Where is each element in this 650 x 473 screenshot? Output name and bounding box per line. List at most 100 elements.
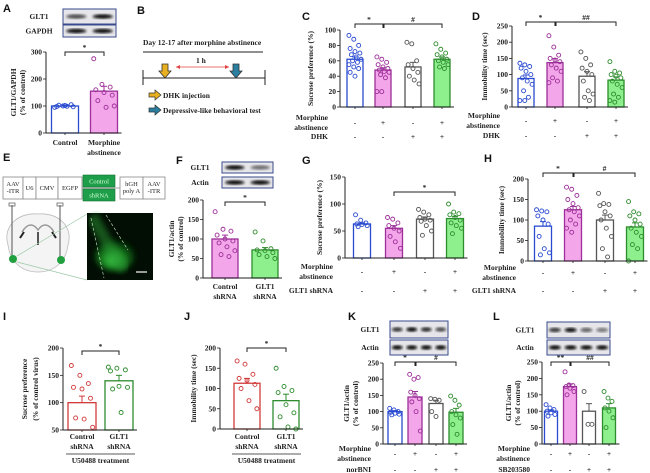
data-point — [418, 218, 424, 224]
data-point — [421, 209, 427, 215]
data-point — [101, 90, 107, 95]
significance-bracket — [525, 21, 556, 26]
category-label: shRNA — [235, 442, 259, 451]
y-tick-label: 150 — [48, 371, 60, 380]
y-tick-label: 200 — [31, 75, 43, 84]
condition-sign: - — [412, 118, 415, 127]
construct-insert-label: Control — [89, 179, 109, 186]
panel-letters: A B C D E F G H I J K L — [3, 3, 500, 323]
data-point — [598, 217, 604, 223]
data-point — [519, 75, 525, 81]
y-tick-label: 50 — [52, 426, 60, 435]
condition-sign: - — [414, 465, 417, 473]
data-point — [56, 102, 62, 108]
data-point — [358, 56, 364, 62]
y-tick-label: 0 — [375, 440, 379, 449]
category-label: Control — [213, 282, 238, 291]
data-point — [68, 363, 74, 368]
data-point — [447, 212, 453, 218]
condition-sign: + — [392, 267, 396, 276]
significance-label: * — [556, 164, 560, 173]
blot-A: GLT1 GAPDH — [25, 8, 117, 38]
data-point — [411, 77, 417, 83]
data-point — [586, 98, 592, 103]
y-tick-label: 100 — [48, 398, 60, 407]
y-tick-label: 50 — [517, 236, 525, 245]
data-point — [81, 416, 87, 422]
y-axis-label: Immobility time (sec) — [497, 185, 506, 254]
condition-sign: + — [440, 118, 444, 127]
data-point — [108, 368, 113, 374]
data-point — [428, 396, 434, 402]
data-point — [232, 248, 238, 254]
chart-C: 0 20 40 60 80 100 Sucrose preference (%) * # Morp… — [294, 15, 454, 141]
data-point — [588, 62, 594, 68]
data-point — [103, 104, 109, 110]
y-axis-label: (% of control) — [351, 380, 360, 426]
data-point — [350, 58, 356, 64]
data-point — [523, 68, 529, 74]
data-point — [432, 396, 438, 402]
y-tick-label: 100 — [527, 407, 539, 416]
data-point — [529, 81, 535, 87]
blot-L: GLT1 Actin — [516, 321, 611, 356]
significance-bracket — [246, 347, 287, 352]
data-point — [387, 405, 393, 411]
condition-label: abstinence — [299, 272, 333, 281]
data-point — [252, 382, 258, 387]
category-label: abstinence — [87, 148, 121, 157]
data-point — [602, 405, 608, 411]
bar — [581, 410, 597, 445]
condition-sign: + — [607, 449, 611, 458]
condition-sign: - — [394, 449, 397, 458]
condition-sign: + — [568, 449, 572, 458]
y-tick-label: 200 — [205, 344, 217, 353]
data-point — [408, 389, 414, 395]
condition-sign: - — [588, 449, 591, 458]
data-point — [540, 217, 546, 223]
data-point — [517, 98, 523, 103]
data-point — [577, 213, 582, 219]
dhk-arrow-icon — [158, 63, 172, 79]
y-axis-label: (% of control) — [18, 69, 27, 115]
data-point — [552, 57, 558, 63]
condition-sign: + — [587, 465, 591, 473]
western-blots: GLT1 GAPDH GLT1 Actin GLT1 Actin GLT1 Actin — [25, 8, 611, 356]
data-point — [453, 223, 459, 229]
blot-K: GLT1 Actin — [361, 320, 449, 356]
y-tick-label: 100 — [31, 102, 43, 111]
data-point — [443, 50, 449, 56]
category-label: shRNA — [253, 292, 277, 301]
significance-label: * — [403, 353, 407, 362]
data-point — [457, 217, 463, 223]
data-point — [522, 62, 528, 68]
significance-bracket — [550, 361, 571, 366]
data-point — [609, 233, 614, 239]
data-point — [613, 73, 619, 79]
data-point — [260, 238, 266, 244]
y-tick-label: 150 — [513, 195, 525, 204]
panel-letter: D — [472, 11, 480, 23]
significance-label: # — [434, 353, 438, 362]
category-label: GLT1 — [277, 432, 296, 441]
y-tick-label: 50 — [531, 423, 539, 432]
data-point — [256, 252, 262, 258]
y-tick-label: 50 — [372, 423, 380, 432]
data-point — [632, 217, 638, 223]
condition-sign: - — [554, 131, 557, 140]
legend-behavioral-test: Depressive-like behavioral test — [148, 104, 261, 116]
construct-insert-label: shRNA — [89, 193, 109, 200]
data-point — [571, 389, 577, 394]
condition-sign: + — [454, 465, 458, 473]
data-point — [384, 59, 390, 65]
data-point — [618, 75, 624, 81]
data-point — [609, 398, 615, 404]
data-point — [352, 73, 358, 79]
data-point — [605, 395, 611, 401]
significance-label: # — [411, 15, 415, 24]
condition-sign: - — [542, 268, 545, 277]
data-point — [417, 428, 423, 434]
data-point — [110, 386, 116, 392]
data-point — [545, 221, 551, 227]
y-axis-label: Immobility time (sec) — [189, 354, 198, 423]
